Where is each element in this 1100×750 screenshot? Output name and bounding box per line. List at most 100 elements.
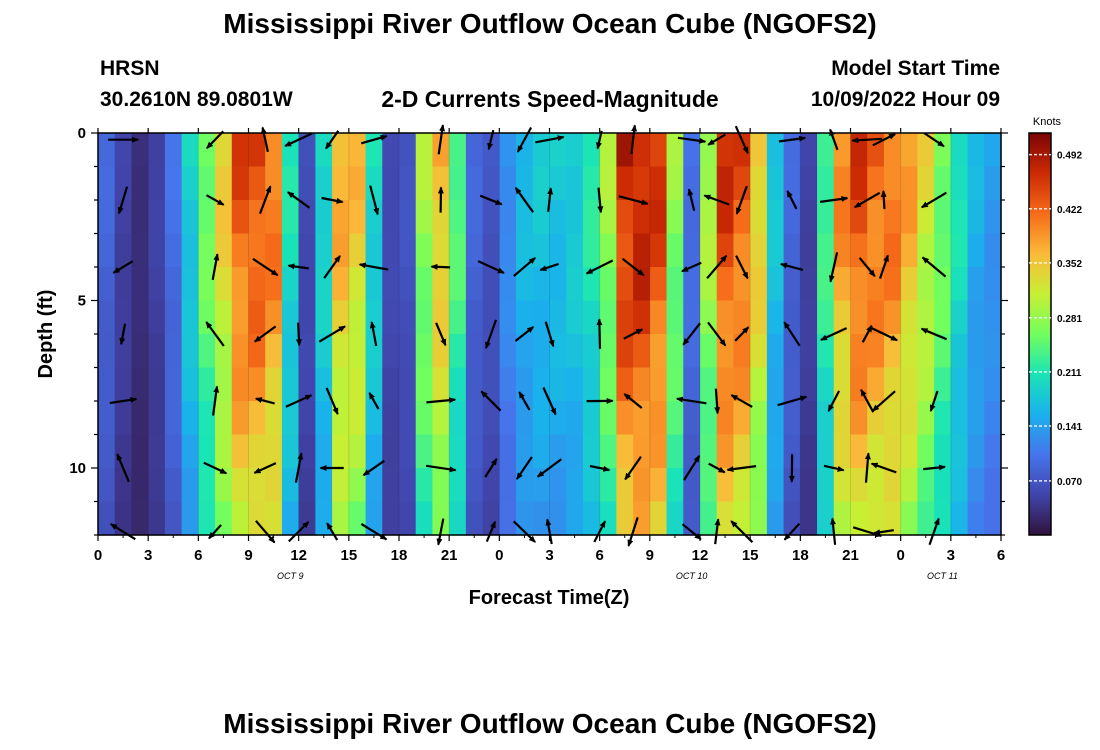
heatmap-cell bbox=[532, 334, 551, 369]
heatmap-cell bbox=[215, 401, 233, 436]
heatmap-cell bbox=[499, 334, 517, 369]
heatmap-cell bbox=[198, 133, 216, 168]
x-tick-label: 9 bbox=[244, 547, 252, 564]
date-label: OCT 11 bbox=[927, 571, 958, 581]
current-arrow bbox=[368, 392, 380, 410]
heatmap-cell bbox=[599, 434, 617, 469]
current-arrow bbox=[326, 522, 339, 541]
heatmap-cell bbox=[164, 468, 183, 503]
heatmap-cell bbox=[934, 501, 952, 536]
colorbar: Knots 0.492 0.422 0.352 0.281 0.211 0.141 0.07… bbox=[1028, 116, 1082, 536]
heatmap-cell bbox=[415, 267, 434, 302]
heatmap-cell bbox=[967, 200, 985, 235]
heatmap-cell bbox=[984, 267, 1002, 302]
heatmap-cell bbox=[198, 267, 216, 302]
heatmap-cell bbox=[348, 334, 367, 369]
heatmap-cell bbox=[415, 166, 434, 201]
heatmap-cell bbox=[582, 300, 601, 335]
current-arrow bbox=[683, 455, 701, 481]
heatmap-cell bbox=[582, 434, 601, 469]
current-arrow bbox=[597, 187, 604, 214]
heatmap-cell bbox=[900, 334, 918, 369]
heatmap-cell bbox=[599, 367, 617, 402]
y-axis: 0 5 10 bbox=[69, 125, 1008, 536]
heatmap-cell bbox=[750, 468, 768, 503]
current-arrow bbox=[707, 133, 726, 146]
heatmap-cell bbox=[766, 501, 785, 536]
heatmap-cell bbox=[666, 334, 684, 369]
current-arrow bbox=[870, 326, 899, 342]
current-arrow bbox=[253, 462, 277, 474]
heatmap-cell bbox=[415, 434, 434, 469]
heatmap-cell bbox=[833, 468, 852, 503]
heatmap-cell bbox=[599, 200, 617, 235]
heatmap-cell bbox=[215, 334, 233, 369]
heatmap-cell bbox=[499, 267, 517, 302]
heatmap-cell bbox=[215, 267, 233, 302]
current-vectors bbox=[108, 124, 948, 547]
heatmap-cell bbox=[265, 334, 283, 369]
current-arrow bbox=[880, 189, 887, 210]
heatmap-cell bbox=[532, 233, 551, 268]
heatmap-cell bbox=[833, 200, 852, 235]
heatmap-cell bbox=[399, 501, 417, 536]
heatmap-cell bbox=[114, 200, 133, 235]
station-name: HRSN bbox=[100, 57, 160, 80]
heatmap-cell bbox=[98, 233, 116, 268]
current-arrow bbox=[870, 462, 897, 474]
heatmap-cell bbox=[599, 401, 617, 436]
heatmap-cell bbox=[298, 200, 316, 235]
heatmap-cell bbox=[315, 267, 333, 302]
heatmap-cell bbox=[867, 367, 885, 402]
heatmap-cell bbox=[281, 501, 300, 536]
heatmap-cell bbox=[883, 334, 902, 369]
heatmap-cell bbox=[315, 233, 333, 268]
heatmap-cell bbox=[766, 434, 785, 469]
heatmap-cell bbox=[934, 401, 952, 436]
heatmap-cell bbox=[315, 300, 333, 335]
heatmap-cell bbox=[582, 468, 601, 503]
heatmap-cell bbox=[399, 300, 417, 335]
heatmap-cell bbox=[98, 401, 116, 436]
heatmap-cell bbox=[616, 300, 634, 335]
heatmap-cell bbox=[181, 233, 199, 268]
heatmap-cell bbox=[215, 434, 233, 469]
heatmap-cell bbox=[633, 501, 651, 536]
current-arrow bbox=[253, 325, 277, 343]
heatmap-cell bbox=[900, 133, 918, 168]
heatmap-cell bbox=[750, 233, 768, 268]
heatmap-cell bbox=[549, 200, 567, 235]
x-tick-label: 12 bbox=[290, 547, 307, 564]
heatmap-cell bbox=[181, 401, 199, 436]
heatmap-cell bbox=[934, 267, 952, 302]
heatmap-cell bbox=[164, 334, 183, 369]
heatmap-cell bbox=[365, 401, 383, 436]
heatmap-cell bbox=[164, 401, 183, 436]
heatmap-cell bbox=[950, 267, 969, 302]
colorbar-tick-label: 0.422 bbox=[1057, 205, 1082, 216]
current-arrow bbox=[479, 194, 503, 206]
current-arrow bbox=[426, 397, 457, 404]
heatmap-cell bbox=[148, 367, 166, 402]
heatmap-cell bbox=[950, 133, 969, 168]
heatmap-cell bbox=[900, 501, 918, 536]
current-arrow bbox=[119, 323, 127, 346]
heatmap-cell bbox=[382, 501, 400, 536]
heatmap-cell bbox=[582, 401, 601, 436]
heatmap-cell bbox=[298, 434, 316, 469]
current-arrow bbox=[287, 191, 311, 209]
heatmap-cell bbox=[114, 300, 133, 335]
heatmap-cell bbox=[449, 300, 467, 335]
heatmap-cell bbox=[516, 401, 534, 436]
heatmap-cell bbox=[415, 501, 434, 536]
heatmap-cell bbox=[833, 233, 852, 268]
heatmap-cell bbox=[800, 401, 818, 436]
heatmap-cell bbox=[766, 300, 785, 335]
heatmap-cell bbox=[114, 133, 133, 168]
heatmap-cell bbox=[917, 233, 935, 268]
heatmap-cell bbox=[950, 233, 969, 268]
colorbar-tick-label: 0.492 bbox=[1057, 151, 1082, 162]
heatmap-cell bbox=[315, 401, 333, 436]
heatmap-cell bbox=[432, 334, 450, 369]
heatmap-cell bbox=[750, 200, 768, 235]
